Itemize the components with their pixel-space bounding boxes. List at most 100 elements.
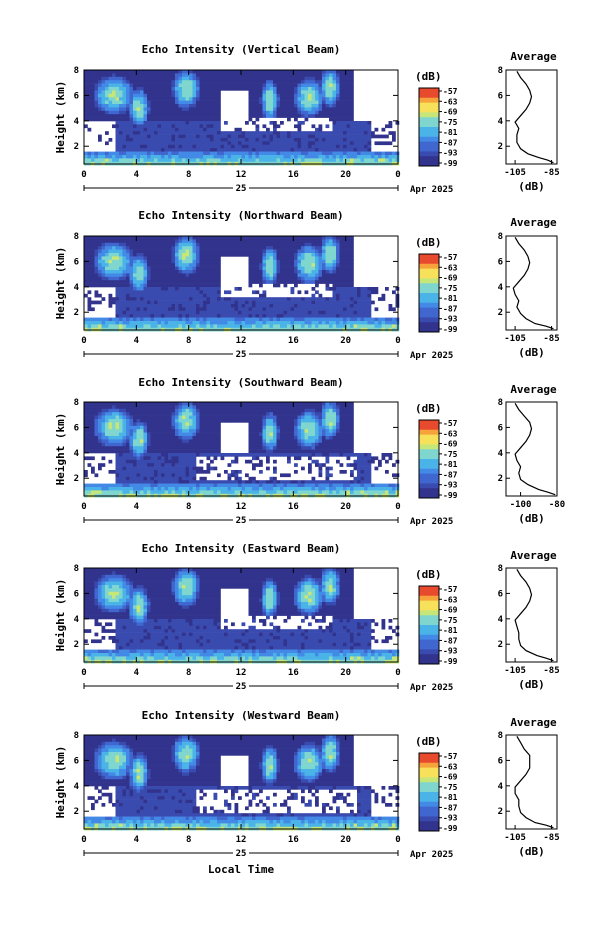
heatmap-cell [238, 131, 242, 135]
heatmap-cell [326, 152, 330, 156]
heatmap-cell [88, 412, 92, 416]
heatmap-cell [368, 145, 372, 149]
heatmap-cell [123, 131, 127, 135]
heatmap-cell [151, 70, 155, 74]
heatmap-cell [294, 324, 298, 328]
heatmap-cell [245, 155, 249, 159]
heatmap-cell [347, 256, 351, 260]
heatmap-cell [319, 158, 323, 162]
heatmap-cell [375, 287, 379, 291]
heatmap-cell [315, 107, 319, 111]
heatmap-cell [91, 70, 95, 74]
heatmap-cell [200, 297, 204, 301]
heatmap-cell [137, 409, 141, 413]
heatmap-cell [137, 314, 141, 318]
heatmap-cell [368, 301, 372, 305]
heatmap-cell [182, 270, 186, 274]
heatmap-cell [252, 314, 256, 318]
heatmap-cell [179, 467, 183, 471]
heatmap-cell [203, 280, 207, 284]
heatmap-cell [294, 158, 298, 162]
heatmap-cell [179, 284, 183, 288]
heatmap-cell [112, 416, 116, 420]
heatmap-cell [350, 77, 354, 81]
heatmap-cell [123, 270, 127, 274]
heatmap-cell [249, 90, 253, 94]
heatmap-cell [347, 111, 351, 115]
heatmap-cell [326, 260, 330, 264]
heatmap-cell [284, 145, 288, 149]
heatmap-cell [378, 297, 382, 301]
heatmap-cell [368, 141, 372, 145]
heatmap-cell [158, 456, 162, 460]
heatmap-cell [172, 450, 176, 454]
heatmap-cell [322, 152, 326, 156]
heatmap-cell [221, 84, 225, 88]
heatmap-cell [301, 250, 305, 254]
heatmap-cell [322, 80, 326, 84]
heatmap-cell [217, 314, 221, 318]
heatmap-cell [137, 94, 141, 98]
heatmap-cell [151, 311, 155, 315]
heatmap-cell [259, 294, 263, 298]
heatmap-cell [375, 324, 379, 328]
heatmap-cell [95, 321, 99, 325]
heatmap-cell [140, 114, 144, 118]
heatmap-cell [161, 90, 165, 94]
heatmap-cell [333, 294, 337, 298]
heatmap-cell [329, 243, 333, 247]
heatmap-cell [273, 84, 277, 88]
heatmap-cell [382, 135, 386, 139]
heatmap-cell [203, 297, 207, 301]
heatmap-cell [214, 284, 218, 288]
heatmap-cell [189, 253, 193, 257]
heatmap-cell [144, 307, 148, 311]
heatmap-cell [217, 77, 221, 81]
heatmap-cell [137, 304, 141, 308]
heatmap-cell [315, 152, 319, 156]
heatmap-cell [347, 114, 351, 118]
heatmap-cell [137, 114, 141, 118]
heatmap-cell [329, 239, 333, 243]
heatmap-cell [326, 87, 330, 91]
heatmap-cell [224, 311, 228, 315]
colorbar-swatch [419, 98, 439, 103]
heatmap-cell [154, 484, 158, 488]
heatmap-cell [249, 70, 253, 74]
heatmap-cell [298, 131, 302, 135]
heatmap-cell [319, 145, 323, 149]
heatmap-cell [273, 236, 277, 240]
heatmap-cell [256, 124, 260, 128]
heatmap-cell [207, 158, 211, 162]
heatmap-cell [291, 90, 295, 94]
heatmap-cell [196, 107, 200, 111]
heatmap-cell [298, 70, 302, 74]
heatmap-cell [88, 463, 92, 467]
heatmap-cell [95, 409, 99, 413]
heatmap-cell [91, 429, 95, 433]
heatmap-cell [196, 321, 200, 325]
heatmap-cell [189, 307, 193, 311]
heatmap-cell [347, 263, 351, 267]
heatmap-cell [109, 253, 113, 257]
heatmap-cell [168, 94, 172, 98]
heatmap-cell [249, 155, 253, 159]
heatmap-cell [326, 84, 330, 88]
heatmap-cell [277, 284, 281, 288]
heatmap-cell [308, 104, 312, 108]
heatmap-cell [123, 253, 127, 257]
heatmap-cell [298, 290, 302, 294]
heatmap-cell [245, 152, 249, 156]
heatmap-cell [88, 104, 92, 108]
heatmap-cell [151, 84, 155, 88]
heatmap-cell [270, 314, 274, 318]
heatmap-cell [315, 243, 319, 247]
heatmap-cell [207, 114, 211, 118]
heatmap-cell [315, 94, 319, 98]
heatmap-cell [200, 236, 204, 240]
heatmap-cell [126, 426, 130, 430]
heatmap-cell [123, 419, 127, 423]
heatmap-cell [210, 77, 214, 81]
heatmap-cell [175, 487, 179, 491]
heatmap-cell [112, 77, 116, 81]
